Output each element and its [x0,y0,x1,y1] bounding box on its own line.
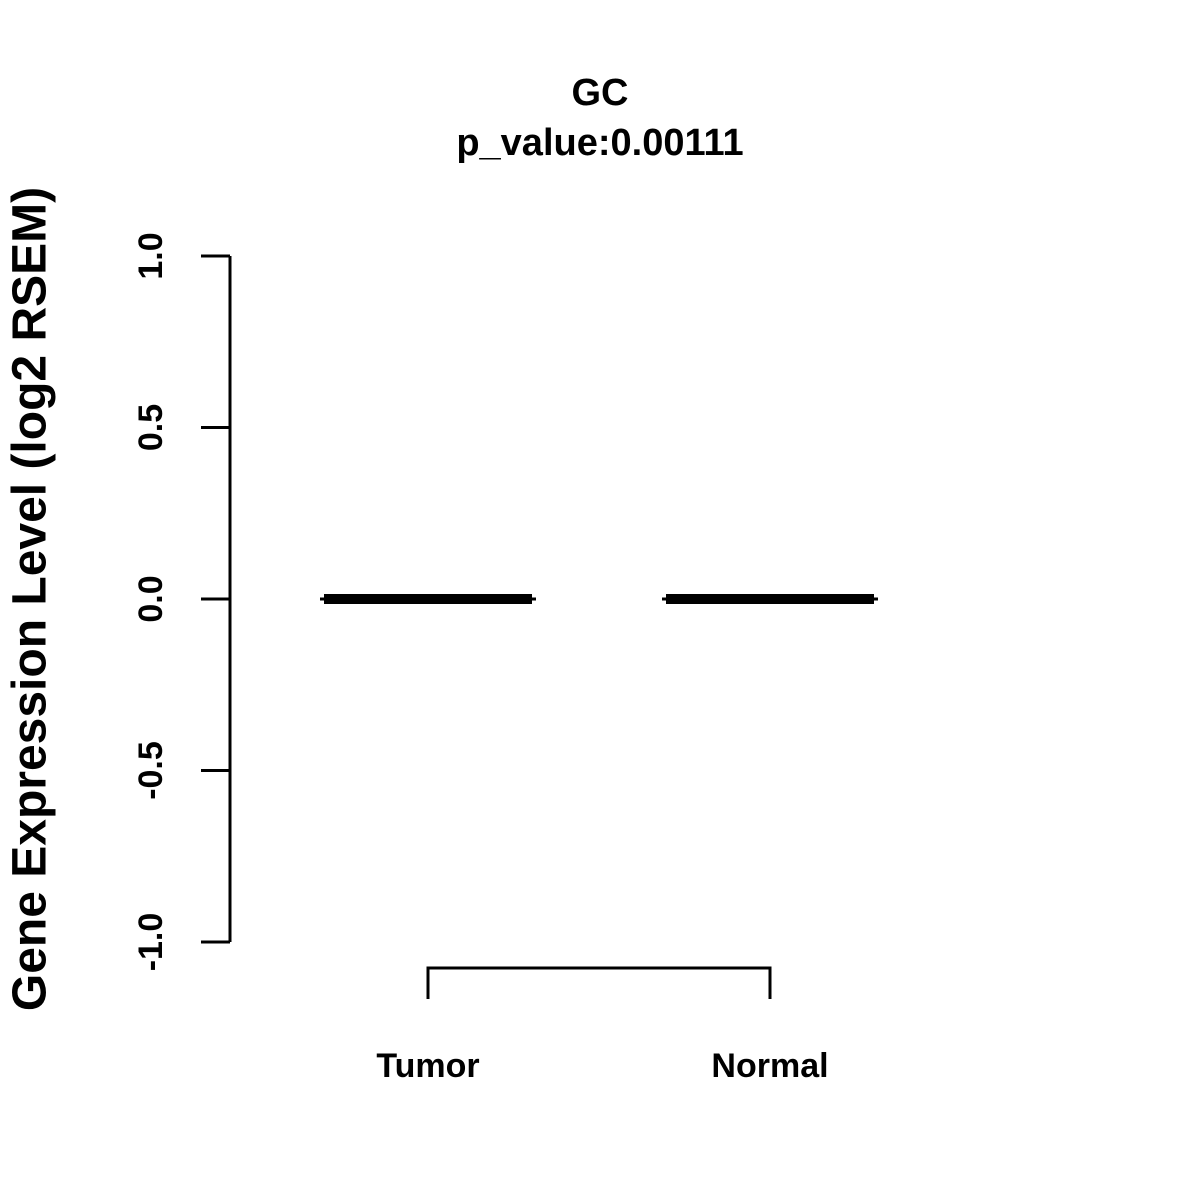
y-axis-tick-label: 0.5 [132,404,170,451]
chart-title: GC p_value:0.00111 [230,68,970,168]
chart-title-pvalue: p_value:0.00111 [456,122,744,164]
chart-title-gene: GC [571,72,629,114]
category-label-normal: Normal [711,1047,828,1085]
comparison-bracket [426,966,772,999]
y-axis-tick-label: 1.0 [132,232,170,279]
y-axis-tick-label: -1.0 [132,913,170,972]
category-label-tumor: Tumor [376,1047,479,1085]
y-axis-tick-label: -0.5 [132,741,170,800]
y-axis-tick-label: 0.0 [132,575,170,622]
